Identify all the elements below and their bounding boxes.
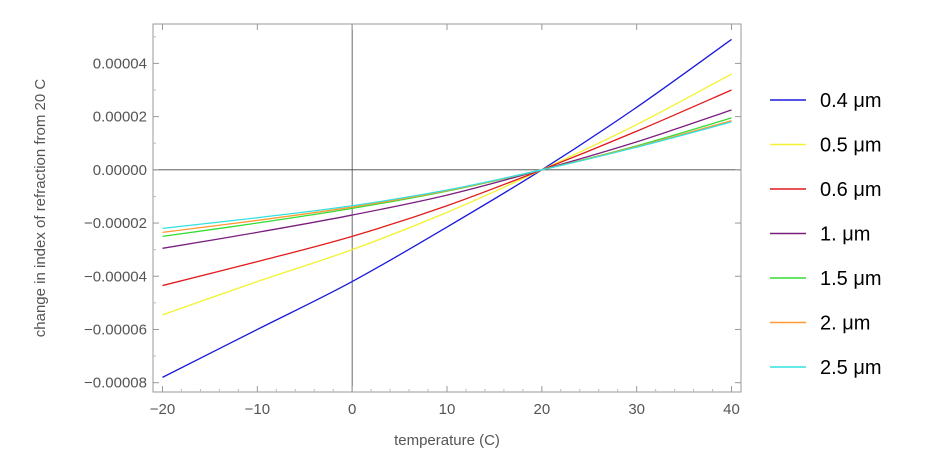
x-tick-label: 0 — [348, 401, 356, 418]
series-line-2 — [162, 73, 732, 316]
plot-frame — [152, 23, 742, 393]
y-axis-ticks: −0.00008 −0.00006 −0.00004 −0.00002 0.00000 0… — [84, 36, 741, 392]
y-tick-label: −0.00008 — [84, 375, 147, 392]
legend-label: 0.4 μm — [820, 90, 882, 112]
series-line-7 — [162, 121, 732, 230]
x-tick-label: −20 — [150, 401, 175, 418]
y-tick-label: 0.00000 — [93, 162, 147, 179]
x-tick-label: 10 — [439, 401, 456, 418]
legend-label: 2.5 μm — [820, 357, 882, 379]
series-line-4 — [162, 109, 732, 249]
legend-label: 1. μm — [820, 224, 870, 246]
y-tick-label: 0.00002 — [93, 109, 147, 126]
reference-lines — [153, 24, 741, 392]
x-tick-label: 20 — [533, 401, 550, 418]
series-lines — [162, 38, 732, 378]
series-line-6 — [162, 119, 732, 233]
y-tick-label: −0.00004 — [84, 268, 147, 285]
legend-label: 0.6 μm — [820, 179, 882, 201]
y-axis-title: change in index of refraction from 20 C — [32, 79, 49, 338]
y-tick-label: −0.00006 — [84, 321, 147, 338]
x-axis-ticks: −20 −10 0 10 20 30 40 — [150, 24, 740, 418]
x-tick-label: 40 — [723, 401, 740, 418]
legend: 0.4 μm 0.5 μm 0.6 μm 1. μm 1.5 μm 2. μm 2.5 μm — [770, 90, 882, 379]
series-line-1 — [162, 38, 732, 378]
legend-label: 1.5 μm — [820, 268, 882, 290]
x-axis-title: temperature (C) — [394, 432, 500, 449]
series-line-3 — [162, 89, 732, 287]
x-tick-label: 30 — [628, 401, 645, 418]
y-tick-label: 0.00004 — [93, 55, 147, 72]
y-tick-label: −0.00002 — [84, 215, 147, 232]
legend-label: 0.5 μm — [820, 135, 882, 157]
legend-label: 2. μm — [820, 313, 870, 335]
x-tick-label: −10 — [245, 401, 270, 418]
